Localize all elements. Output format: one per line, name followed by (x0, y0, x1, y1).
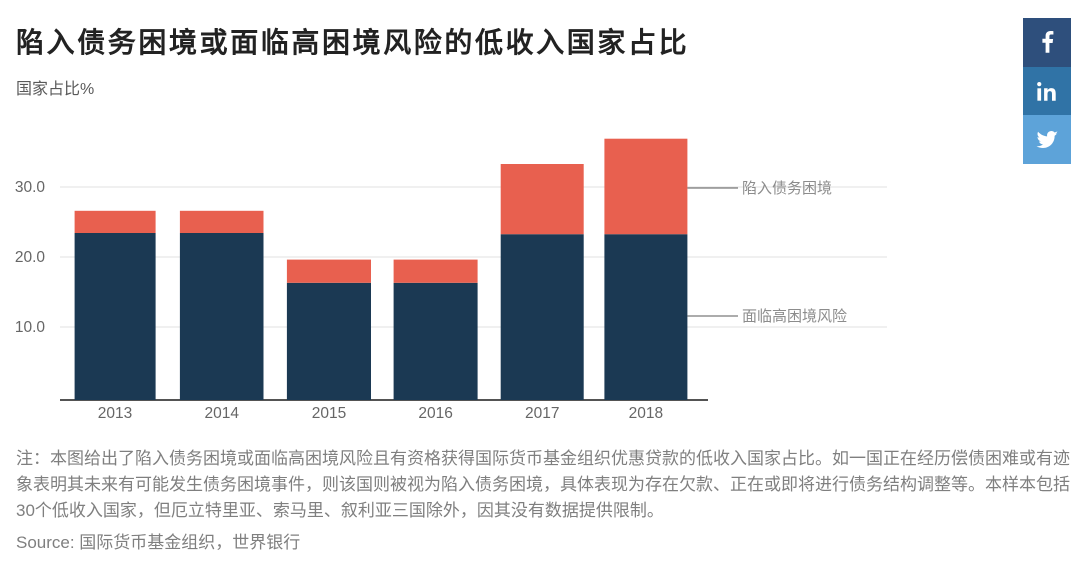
svg-text:面临高困境风险: 面临高困境风险 (742, 307, 847, 325)
svg-text:2013: 2013 (98, 405, 132, 422)
svg-text:2018: 2018 (629, 405, 663, 422)
svg-text:2014: 2014 (204, 405, 239, 422)
svg-text:陷入债务困境: 陷入债务困境 (742, 179, 832, 197)
svg-text:2017: 2017 (525, 405, 559, 422)
svg-text:2015: 2015 (312, 405, 346, 422)
svg-text:30.0: 30.0 (15, 179, 46, 196)
svg-text:2016: 2016 (418, 405, 452, 422)
svg-text:10.0: 10.0 (15, 319, 46, 336)
svg-text:20.0: 20.0 (15, 249, 46, 266)
